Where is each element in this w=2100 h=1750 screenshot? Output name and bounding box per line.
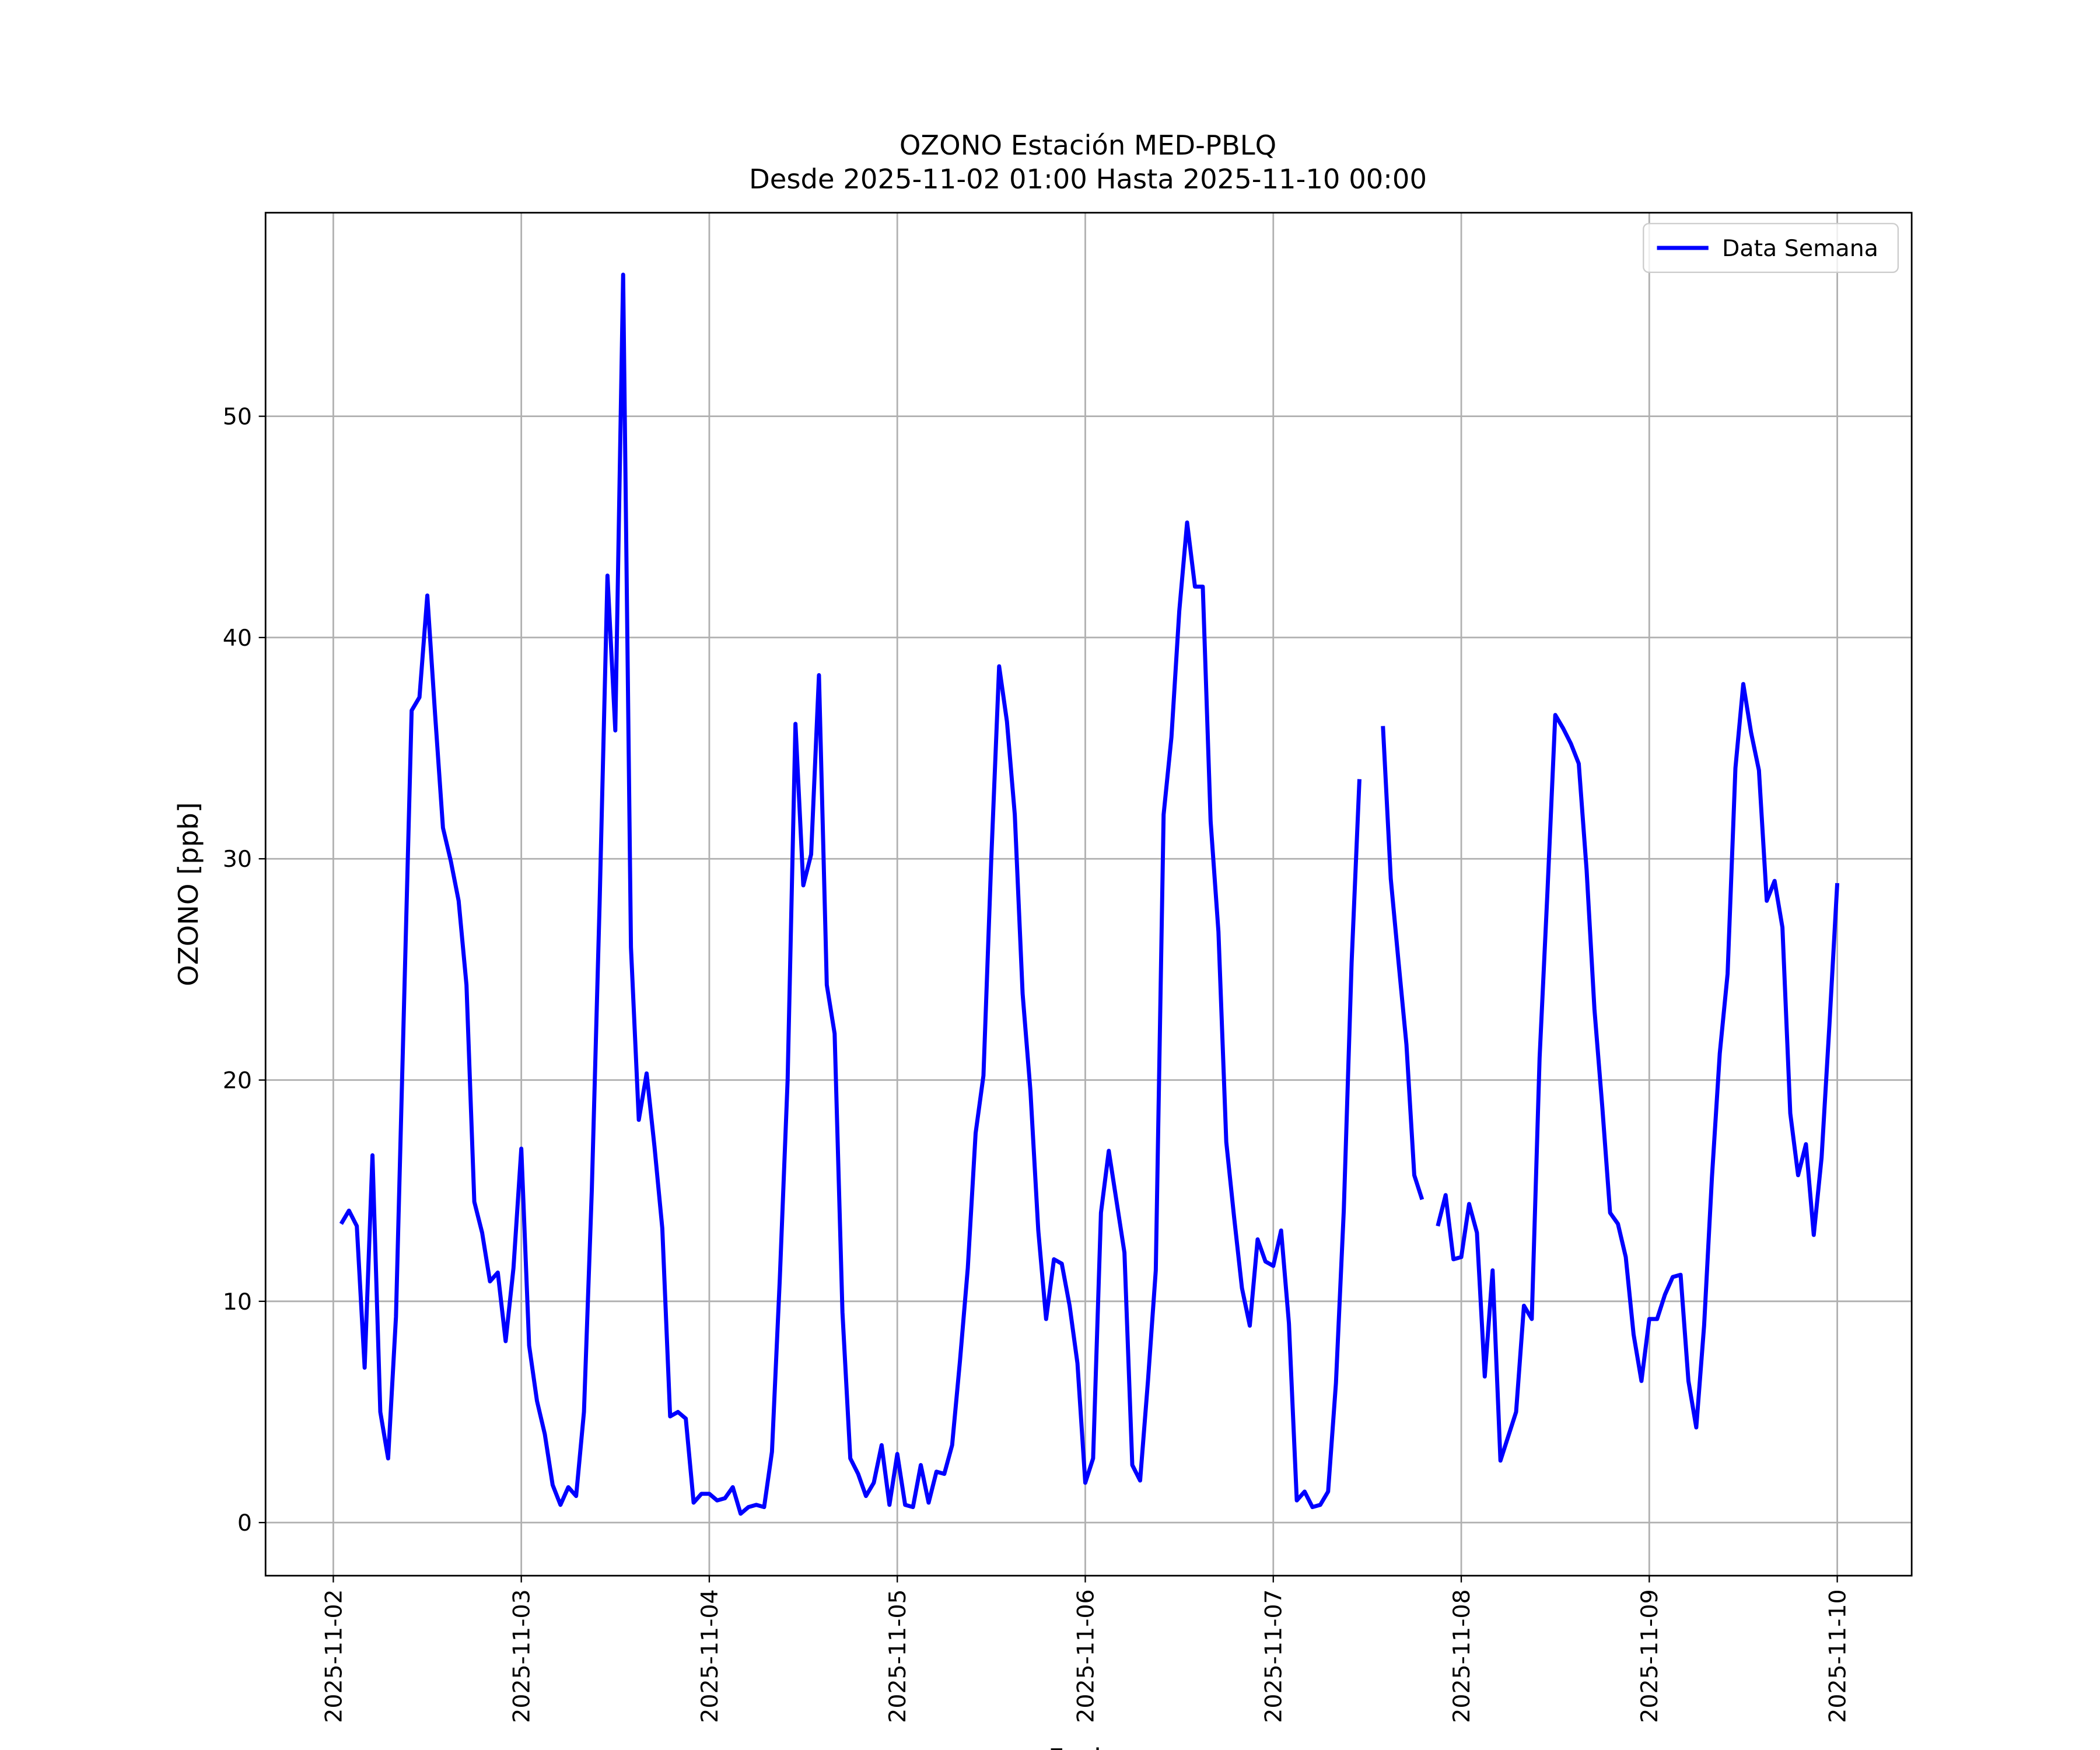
y-tick-label: 10 <box>223 1289 252 1315</box>
x-tick-label: 2025-11-09 <box>1636 1589 1663 1723</box>
legend-box <box>1643 223 1899 273</box>
x-tick-label: 2025-11-10 <box>1825 1589 1852 1723</box>
x-tick-label: 2025-11-03 <box>509 1589 536 1723</box>
y-tick-label: 20 <box>223 1067 252 1094</box>
x-axis-label: Fecha <box>1048 1743 1128 1750</box>
legend-label: Data Semana <box>1722 235 1878 262</box>
x-tick-label: 2025-11-02 <box>320 1589 347 1723</box>
x-tick-label: 2025-11-06 <box>1072 1589 1099 1723</box>
y-tick-label: 30 <box>223 846 252 873</box>
x-tick-label: 2025-11-07 <box>1261 1589 1287 1723</box>
y-tick-label: 50 <box>223 404 252 430</box>
y-tick-label: 0 <box>237 1510 252 1536</box>
chart-title: OZONO Estación MED-PBLQ <box>900 130 1276 161</box>
x-tick-label: 2025-11-08 <box>1448 1589 1475 1723</box>
y-tick-label: 40 <box>223 625 252 652</box>
plot-frame <box>264 212 1913 1577</box>
x-tick-label: 2025-11-05 <box>884 1589 911 1723</box>
y-axis-label: OZONO [ppb] <box>173 802 204 986</box>
x-tick-label: 2025-11-04 <box>696 1589 723 1723</box>
chart-subtitle: Desde 2025-11-02 01:00 Hasta 2025-11-10 … <box>749 163 1427 195</box>
data-line <box>339 272 1840 1516</box>
